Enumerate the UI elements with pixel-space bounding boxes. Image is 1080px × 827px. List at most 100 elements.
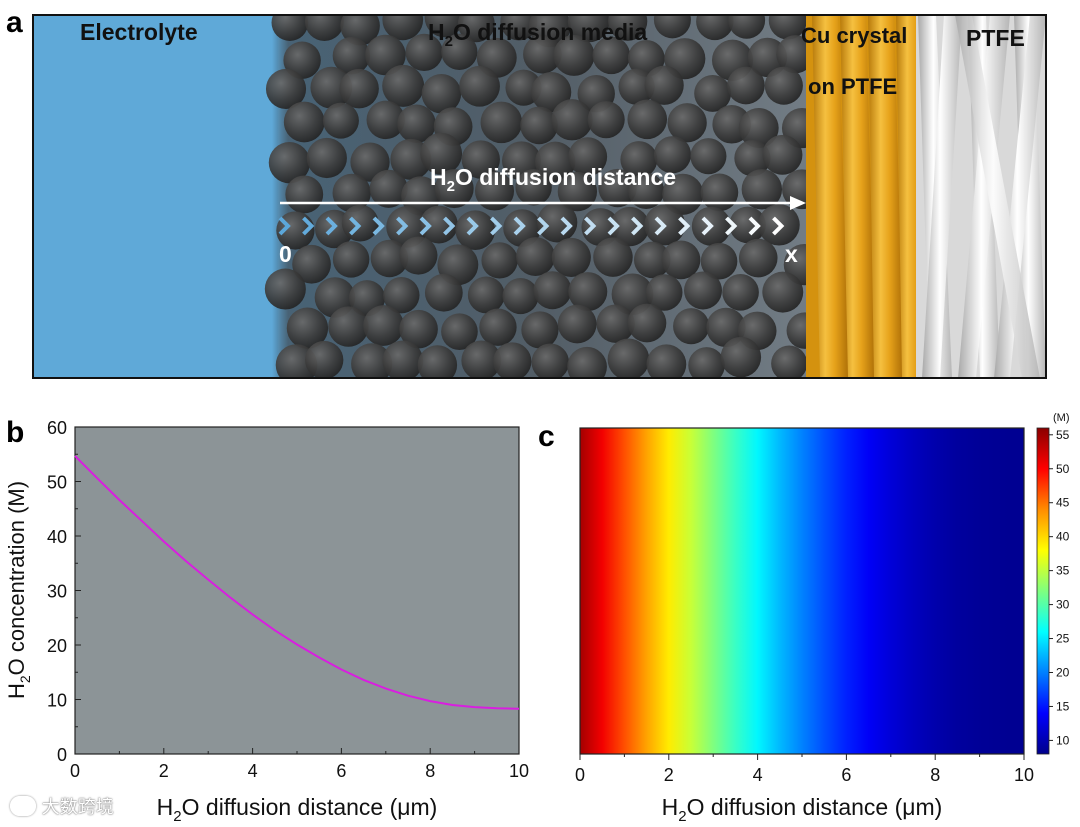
carbon-sphere — [305, 340, 344, 378]
cu-crystal-label-line1: Cu crystal — [801, 23, 907, 48]
carbon-sphere — [351, 343, 393, 378]
chart-c-heatmap — [579, 427, 1025, 755]
carbon-sphere — [700, 173, 739, 212]
chevron — [302, 216, 315, 236]
chevron — [349, 216, 362, 236]
carbon-sphere — [535, 141, 576, 182]
carbon-sphere — [370, 239, 409, 278]
chart-c-colorbar-tick-label: 30 — [1056, 598, 1070, 612]
carbon-sphere — [399, 236, 438, 275]
carbon-sphere — [283, 41, 321, 79]
carbon-sphere — [479, 308, 517, 346]
carbon-sphere — [310, 66, 353, 109]
carbon-sphere — [467, 276, 505, 314]
carbon-sphere — [646, 344, 687, 378]
watermark-logo-icon — [10, 796, 36, 816]
chart-b-ytick-label: 40 — [47, 527, 67, 547]
carbon-sphere — [424, 15, 464, 38]
carbon-sphere — [405, 33, 443, 72]
carbon-sphere — [653, 15, 691, 39]
chart-c-xlabel: H2O diffusion distance (μm) — [662, 794, 943, 825]
carbon-sphere — [441, 313, 478, 350]
carbon-sphere — [771, 345, 808, 378]
carbon-sphere — [618, 68, 655, 105]
carbon-sphere — [653, 136, 692, 174]
chart-b-ytick-label: 30 — [47, 582, 67, 602]
ptfe-fiber-region — [916, 15, 1046, 378]
carbon-sphere — [607, 338, 650, 378]
carbon-sphere — [533, 271, 572, 310]
carbon-sphere — [700, 242, 738, 280]
carbon-sphere — [551, 237, 591, 277]
chart-c-colorbar-tick-label: 15 — [1056, 699, 1070, 713]
carbon-sphere — [706, 307, 746, 348]
carbon-sphere — [420, 132, 463, 175]
chart-b-ytick-label: 60 — [47, 418, 67, 438]
carbon-sphere — [502, 278, 539, 315]
carbon-sphere — [306, 137, 347, 179]
chart-c-colorbar-tick-label: 45 — [1056, 496, 1070, 510]
chart-c-xtick-label: 10 — [1014, 765, 1034, 785]
carbon-sphere — [419, 205, 458, 244]
carbon-sphere — [328, 306, 369, 347]
carbon-sphere — [627, 303, 667, 343]
end-label: x — [785, 241, 798, 267]
carbon-sphere — [397, 104, 436, 144]
chevron — [513, 216, 526, 236]
carbon-sphere — [661, 240, 701, 280]
carbon-sphere — [762, 134, 803, 175]
carbon-sphere — [461, 340, 502, 378]
carbon-sphere — [633, 241, 671, 279]
carbon-sphere — [434, 169, 474, 209]
carbon-sphere — [441, 33, 478, 71]
chevron — [278, 216, 291, 236]
chart-c-colorbar-tick-label: 50 — [1056, 462, 1070, 476]
chevron — [396, 216, 409, 236]
chevron — [772, 216, 785, 236]
chart-c-colorbar-tick-label: 20 — [1056, 666, 1070, 680]
panel-label-a: a — [6, 6, 23, 39]
carbon-sphere — [747, 37, 788, 78]
chevron-row — [278, 216, 785, 236]
ptfe-label: PTFE — [966, 25, 1025, 51]
carbon-sphere — [596, 304, 635, 343]
carbon-sphere — [365, 34, 406, 76]
carbon-sphere — [515, 169, 552, 206]
carbon-sphere — [608, 15, 648, 41]
carbon-sphere — [516, 237, 555, 277]
chart-b-xtick-label: 2 — [159, 761, 169, 781]
chevron — [466, 216, 479, 236]
carbon-sphere — [424, 273, 463, 312]
carbon-sphere — [729, 206, 766, 244]
carbon-sphere — [341, 204, 379, 242]
carbon-sphere — [521, 311, 559, 349]
carbon-sphere — [598, 168, 637, 208]
chevron — [654, 216, 667, 236]
chevron — [443, 216, 456, 236]
carbon-sphere — [762, 271, 804, 313]
carbon-sphere — [366, 100, 405, 140]
carbon-sphere — [734, 140, 771, 177]
arrow-head — [790, 196, 806, 210]
carbon-sphere — [722, 273, 759, 311]
carbon-sphere — [480, 101, 523, 144]
carbon-sphere — [286, 307, 329, 349]
carbon-sphere — [628, 172, 665, 209]
carbon-sphere — [265, 68, 307, 109]
carbon-sphere — [382, 340, 424, 378]
carbon-sphere — [673, 308, 710, 345]
carbon-sphere — [728, 15, 766, 39]
chevron — [419, 216, 432, 236]
chevron — [725, 216, 738, 236]
chart-b-ylabel: H2O concentration (M) — [4, 481, 33, 699]
carbon-sphere — [738, 238, 778, 278]
carbon-sphere — [567, 346, 607, 378]
carbon-sphere — [332, 36, 371, 75]
electrolyte-label: Electrolyte — [80, 19, 198, 45]
chevron — [490, 216, 503, 236]
carbon-sphere — [694, 74, 732, 112]
chart-b-xlabel: H2O diffusion distance (μm) — [157, 794, 438, 825]
chart-b-ytick-label: 50 — [47, 473, 67, 493]
carbon-sphere — [455, 210, 496, 251]
carbon-sphere — [592, 36, 631, 75]
